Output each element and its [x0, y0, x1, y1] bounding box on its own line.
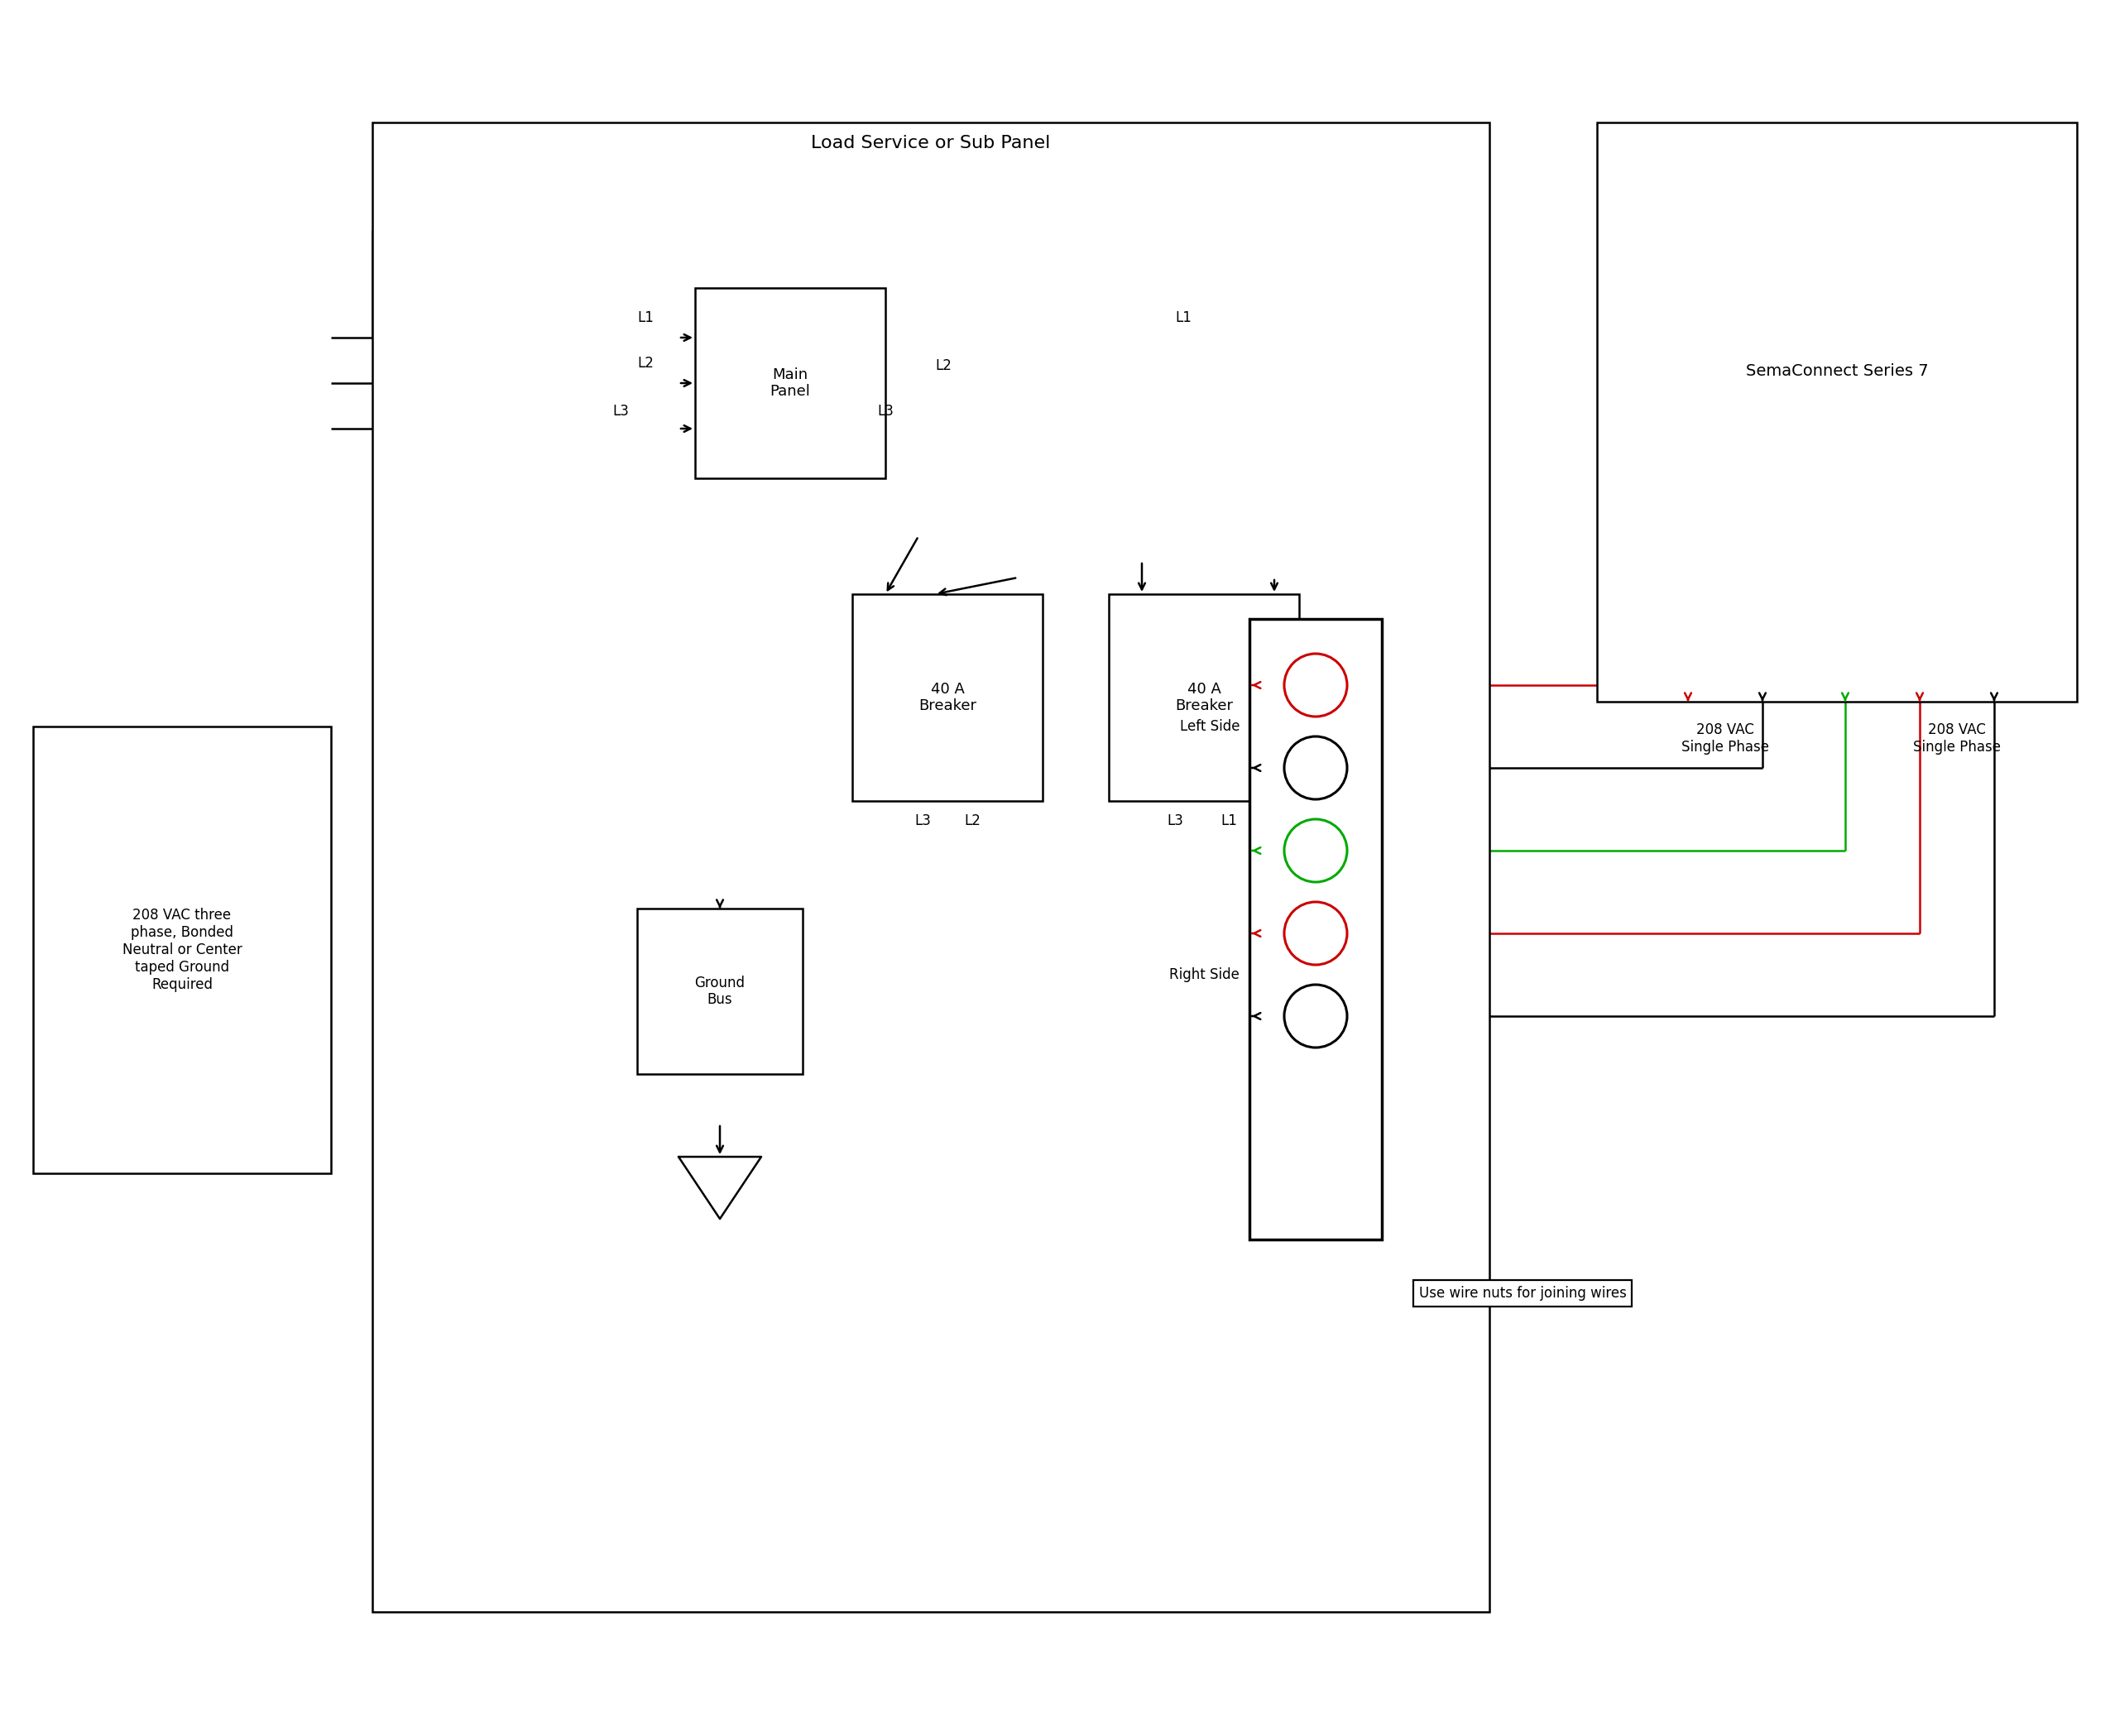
- Text: L3: L3: [1167, 814, 1184, 828]
- Text: Main
Panel: Main Panel: [770, 366, 810, 399]
- Circle shape: [1285, 654, 1346, 717]
- Text: 208 VAC
Single Phase: 208 VAC Single Phase: [1914, 722, 2000, 755]
- Text: L2: L2: [935, 358, 952, 373]
- Bar: [1597, 123, 2076, 701]
- Bar: [694, 288, 886, 479]
- Text: 208 VAC
Single Phase: 208 VAC Single Phase: [1682, 722, 1768, 755]
- Text: L1: L1: [1220, 814, 1236, 828]
- Circle shape: [1285, 819, 1346, 882]
- Text: L1: L1: [637, 311, 654, 325]
- Text: L2: L2: [637, 356, 654, 372]
- Text: Ground
Bus: Ground Bus: [694, 976, 745, 1007]
- Text: SemaConnect Series 7: SemaConnect Series 7: [1745, 363, 1929, 378]
- Bar: [1108, 594, 1300, 800]
- Circle shape: [1285, 736, 1346, 799]
- Text: L3: L3: [878, 404, 895, 418]
- Bar: [852, 594, 1042, 800]
- Text: L3: L3: [612, 404, 629, 418]
- Text: Left Side: Left Side: [1179, 719, 1239, 734]
- Circle shape: [1285, 903, 1346, 965]
- Text: L3: L3: [914, 814, 931, 828]
- Bar: [371, 123, 1490, 1613]
- Text: Use wire nuts for joining wires: Use wire nuts for joining wires: [1418, 1286, 1627, 1300]
- Text: Right Side: Right Side: [1169, 967, 1239, 983]
- Text: L2: L2: [964, 814, 981, 828]
- Bar: [637, 908, 802, 1075]
- Text: 208 VAC three
phase, Bonded
Neutral or Center
taped Ground
Required: 208 VAC three phase, Bonded Neutral or C…: [122, 908, 243, 991]
- Text: Load Service or Sub Panel: Load Service or Sub Panel: [810, 135, 1051, 151]
- Text: 40 A
Breaker: 40 A Breaker: [1175, 682, 1232, 713]
- Text: 40 A
Breaker: 40 A Breaker: [918, 682, 977, 713]
- Bar: [34, 726, 331, 1174]
- Text: L1: L1: [1175, 311, 1192, 325]
- Bar: [1249, 620, 1382, 1240]
- Circle shape: [1285, 984, 1346, 1047]
